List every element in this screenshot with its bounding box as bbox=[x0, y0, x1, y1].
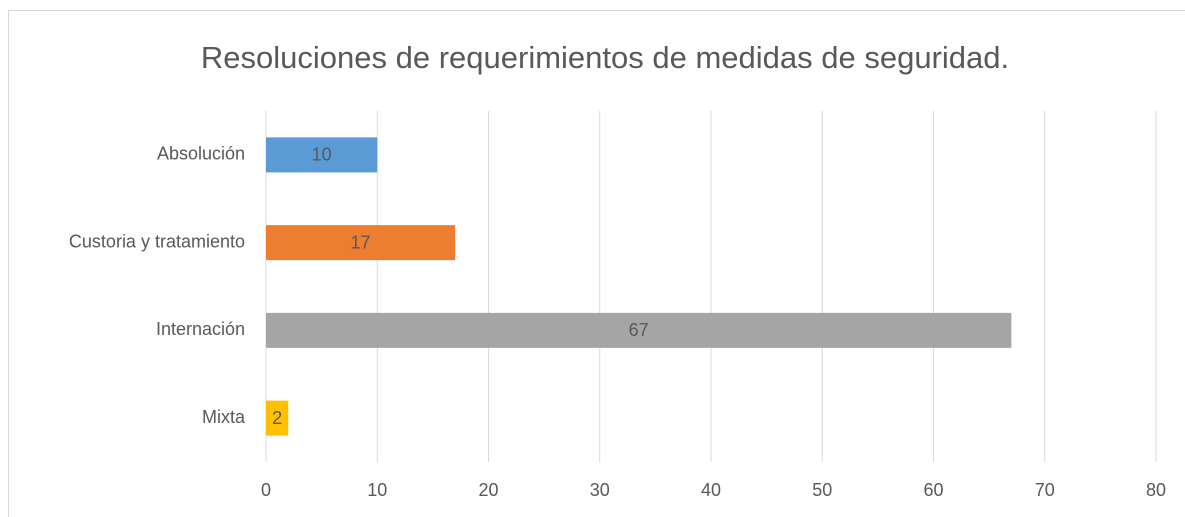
x-tick-label: 50 bbox=[812, 480, 832, 500]
x-tick-label: 70 bbox=[1035, 480, 1055, 500]
bar bbox=[266, 225, 456, 261]
x-tick-label: 0 bbox=[261, 480, 271, 500]
y-tick-label: Internación bbox=[156, 319, 245, 339]
y-tick-label: Mixta bbox=[202, 407, 246, 427]
bar bbox=[266, 312, 1012, 348]
data-label: 10 bbox=[312, 145, 332, 165]
x-tick-label: 20 bbox=[478, 480, 498, 500]
bar bbox=[266, 400, 289, 436]
bar bbox=[266, 137, 378, 173]
x-tick-label: 60 bbox=[923, 480, 943, 500]
data-label: 67 bbox=[629, 320, 649, 340]
y-tick-label: Absolución bbox=[157, 144, 245, 164]
chart-border bbox=[8, 10, 1185, 517]
x-tick-label: 10 bbox=[367, 480, 387, 500]
y-tick-label: Custoria y tratamiento bbox=[69, 231, 245, 251]
chart-title: Resoluciones de requerimientos de medida… bbox=[201, 40, 1009, 75]
data-label: 17 bbox=[351, 232, 371, 252]
data-label: 2 bbox=[272, 408, 282, 428]
x-tick-label: 80 bbox=[1146, 480, 1166, 500]
x-tick-label: 40 bbox=[701, 480, 721, 500]
x-tick-label: 30 bbox=[590, 480, 610, 500]
